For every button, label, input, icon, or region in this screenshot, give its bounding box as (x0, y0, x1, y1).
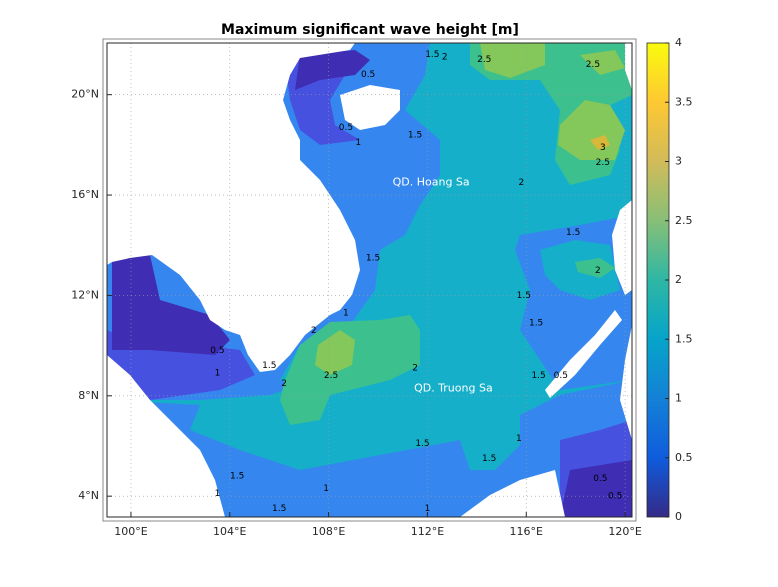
y-tick-label: 16°N (71, 188, 99, 201)
contour-label: 1 (355, 138, 361, 148)
labels: 100°E 104°E 108°E 112°E 116°E 120°E 4°N 8°N 12°N… (71, 50, 642, 538)
contour-label: 1 (215, 489, 221, 499)
land (625, 43, 632, 90)
colorbar-tick-label: 1.5 (675, 332, 693, 345)
wave-region (480, 43, 545, 78)
contour-label: 2 (281, 379, 287, 389)
wave-region (560, 460, 632, 517)
x-tick-label: 104°E (213, 525, 246, 538)
wave-region (280, 315, 420, 425)
contour-label: 1.5 (517, 291, 531, 301)
grid (107, 43, 632, 517)
contour-label: 2 (412, 364, 418, 374)
contour-label: 2 (442, 53, 448, 63)
colorbar-tick-label: 3.5 (675, 95, 693, 108)
contour-label: 0.5 (361, 70, 375, 80)
contour-label: 0.5 (339, 123, 353, 133)
map-frame (106, 42, 633, 518)
annotation: QD. Hoang Sa (393, 176, 470, 189)
contour-label: 1.5 (425, 50, 439, 60)
x-tick-label: 108°E (312, 525, 345, 538)
colorbar-tick-label: 2 (675, 273, 682, 286)
colorbar-tick-label: 3 (675, 155, 682, 168)
contour-label: 1 (425, 504, 431, 514)
annotation: QD. Truong Sa (414, 381, 493, 394)
contour-label: 0.5 (593, 474, 607, 484)
contour-label: 1 (323, 484, 329, 494)
land (620, 325, 632, 440)
colorbar-tick-label: 2.5 (675, 214, 693, 227)
wave-region (460, 415, 520, 470)
contour-label: 1.5 (529, 319, 543, 329)
y-tick-label: 8°N (78, 389, 99, 402)
y-tick-label: 20°N (71, 88, 99, 101)
land (612, 200, 632, 295)
colorbar: 0 0.5 1 1.5 2 2.5 3 3.5 4 (646, 36, 693, 523)
contour-label: 1.5 (408, 130, 422, 140)
wave-region (575, 258, 615, 278)
wave-region (295, 50, 370, 90)
contour-label: 2 (518, 178, 524, 188)
contour-label: 2.5 (477, 55, 491, 65)
contour-label: 0.5 (210, 346, 224, 356)
chart-title: Maximum significant wave height [m] (221, 22, 519, 38)
x-tick-label: 120°E (608, 525, 641, 538)
map-border (102, 38, 637, 522)
land (107, 355, 225, 517)
contour-label: 1.5 (482, 454, 496, 464)
colorbar-tick-label: 4 (675, 36, 682, 49)
land (545, 310, 622, 398)
land (107, 43, 360, 372)
y-tick-label: 12°N (71, 288, 99, 301)
wave-region (315, 330, 355, 375)
contour-label: 1.5 (415, 439, 429, 449)
contour-label: 2.5 (596, 158, 610, 168)
wave-region (107, 380, 632, 517)
contour-label: 0.5 (554, 371, 568, 381)
contour-label: 1.5 (566, 228, 580, 238)
colorbar-tick-label: 0 (675, 510, 682, 523)
contour-label: 1.5 (272, 504, 286, 514)
land (340, 85, 400, 130)
x-tick-label: 112°E (411, 525, 444, 538)
contour-label: 1 (343, 308, 349, 318)
contour-label: 1 (516, 434, 522, 444)
contour-label: 2.5 (586, 60, 600, 70)
contour-label: 1.5 (531, 371, 545, 381)
contour-label: 2 (595, 266, 601, 276)
wave-region (112, 255, 230, 355)
land (460, 470, 565, 517)
contour-label: 0.5 (608, 492, 622, 502)
contour-label: 2.5 (324, 371, 338, 381)
colorbar-tick-label: 1 (675, 392, 682, 405)
contour-label: 1.5 (230, 472, 244, 482)
map-fill (107, 43, 632, 517)
x-tick-label: 100°E (114, 525, 147, 538)
contour-label: 1.5 (262, 361, 276, 371)
contour-label: 3 (600, 143, 606, 153)
x-tick-label: 116°E (510, 525, 543, 538)
wave-region (590, 135, 610, 150)
contour-label: 1 (215, 369, 221, 379)
contour-label: 1.5 (366, 253, 380, 263)
contour-label: 2 (311, 326, 317, 336)
y-tick-label: 4°N (78, 489, 99, 502)
colorbar-tick-label: 0.5 (675, 451, 693, 464)
wave-region (580, 50, 625, 75)
